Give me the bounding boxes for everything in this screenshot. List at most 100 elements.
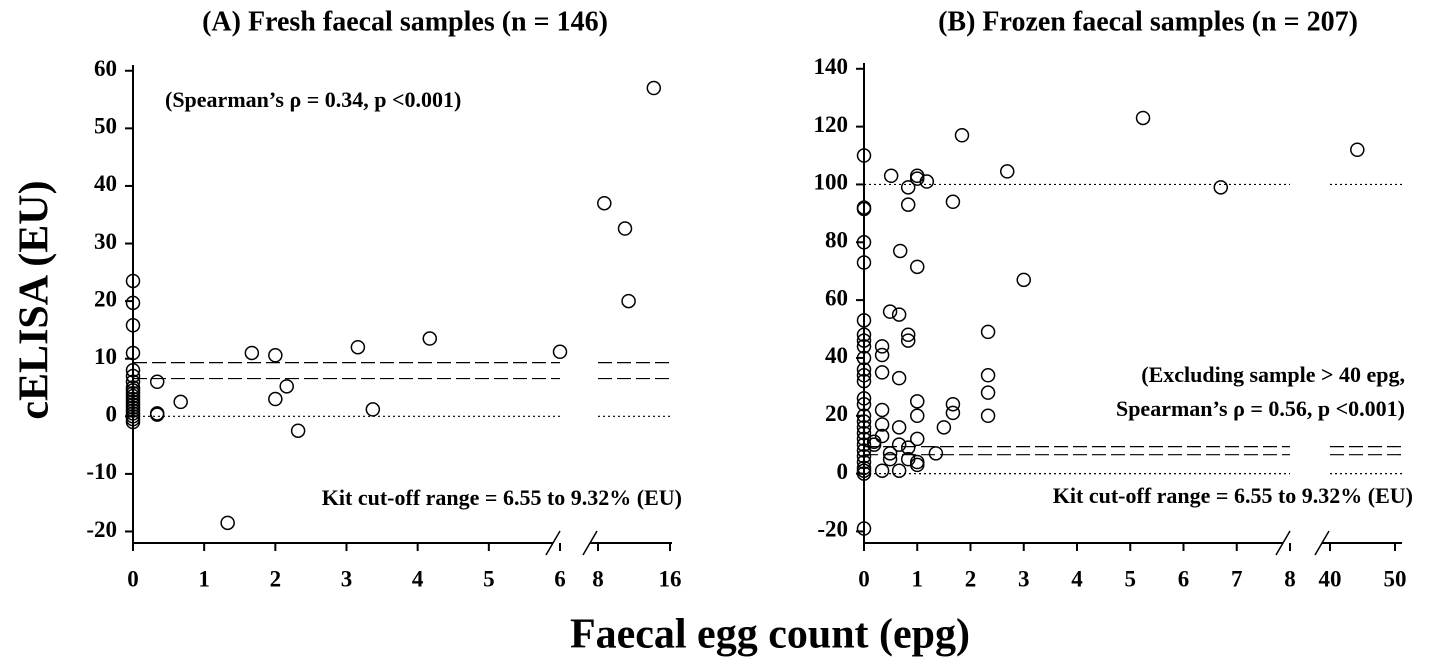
x-tick-label: 3 <box>341 566 353 591</box>
data-point <box>980 408 996 424</box>
data-point <box>856 425 872 441</box>
data-point <box>900 180 916 195</box>
data-point <box>900 327 916 343</box>
data-point <box>910 431 925 447</box>
data-point <box>882 304 898 319</box>
y-tick-label: 80 <box>825 228 848 253</box>
data-point <box>910 394 925 409</box>
data-point <box>883 168 899 184</box>
data-point <box>279 379 294 394</box>
chart-title: (B) Frozen faecal samples (n = 207) <box>938 6 1358 37</box>
y-tick-label: 120 <box>814 112 849 137</box>
data-point <box>1016 272 1031 288</box>
x-tick-label: 8 <box>592 566 604 591</box>
data-point <box>856 235 872 250</box>
annotation: Kit cut-off range = 6.55 to 9.32% (EU) <box>322 485 682 510</box>
y-tick-label: 20 <box>825 401 848 426</box>
data-point <box>125 273 141 289</box>
x-tick-label: 6 <box>554 566 566 591</box>
data-point <box>552 344 568 360</box>
data-point <box>1213 180 1229 195</box>
data-point <box>910 259 925 275</box>
data-point <box>856 414 872 429</box>
data-point <box>856 521 872 536</box>
x-tick-label: 4 <box>412 566 424 591</box>
data-point <box>882 451 898 467</box>
data-point <box>1135 110 1151 126</box>
data-point <box>980 385 996 400</box>
data-point <box>910 454 925 470</box>
data-point <box>856 391 872 406</box>
data-point <box>149 406 165 421</box>
data-point <box>910 457 925 473</box>
data-point <box>856 396 872 412</box>
y-tick-label: 40 <box>94 171 117 196</box>
data-point <box>268 348 283 363</box>
x-axis-label: Faecal egg count (epg) <box>570 612 970 658</box>
data-point <box>149 407 165 422</box>
y-tick-label: 30 <box>94 229 117 254</box>
data-point <box>856 454 872 470</box>
data-point <box>856 408 872 424</box>
data-point <box>919 174 935 189</box>
x-tick-label: 40 <box>1319 566 1342 591</box>
x-tick-label: 5 <box>1125 566 1137 591</box>
data-point <box>856 201 872 217</box>
y-axis-label: cELISA (EU) <box>12 180 58 419</box>
data-point <box>945 405 961 421</box>
data-point <box>646 80 662 96</box>
x-tick-label: 6 <box>1178 566 1190 591</box>
data-point <box>125 368 141 384</box>
x-tick-label: 0 <box>127 566 139 591</box>
data-point <box>856 333 872 348</box>
data-point <box>856 373 872 389</box>
data-point <box>891 463 907 478</box>
data-point <box>125 362 141 378</box>
annotation: (Spearman’s ρ = 0.34, p <0.001) <box>165 87 461 112</box>
data-point <box>945 396 961 412</box>
data-point <box>856 368 872 383</box>
y-tick-label: 0 <box>106 402 118 427</box>
x-tick-label: 4 <box>1071 566 1083 591</box>
data-point <box>125 374 141 389</box>
data-point <box>856 437 872 452</box>
y-tick-label: -20 <box>817 517 848 542</box>
data-point <box>617 221 633 236</box>
data-point <box>900 333 916 348</box>
data-point <box>866 437 882 452</box>
x-tick-label: 5 <box>483 566 495 591</box>
y-tick-label: -10 <box>86 459 117 484</box>
data-point <box>621 293 636 309</box>
data-point <box>936 420 952 435</box>
y-tick-label: 140 <box>814 54 849 79</box>
x-tick-label: 0 <box>858 566 870 591</box>
data-point <box>891 420 907 435</box>
axis-break <box>1275 530 1291 556</box>
data-point <box>856 466 872 481</box>
data-point <box>268 391 283 407</box>
data-point <box>999 164 1015 179</box>
data-point <box>244 345 260 361</box>
data-point <box>891 437 907 452</box>
data-point <box>350 339 366 355</box>
chart-title: (A) Fresh faecal samples (n = 146) <box>202 6 608 37</box>
y-tick-label: 100 <box>814 170 849 195</box>
data-point <box>856 362 872 377</box>
data-point <box>874 339 890 354</box>
data-point <box>173 394 188 410</box>
x-tick-label: 3 <box>1018 566 1030 591</box>
axis-break <box>1314 530 1330 556</box>
data-point <box>856 327 872 343</box>
data-point <box>874 463 890 478</box>
data-point <box>125 318 141 333</box>
data-point <box>125 414 141 430</box>
data-point <box>980 324 996 340</box>
data-point <box>856 313 872 328</box>
data-point <box>125 345 141 361</box>
data-point <box>945 194 961 210</box>
data-point <box>856 255 872 270</box>
data-point <box>290 423 306 438</box>
annotation: (Excluding sample > 40 epg, <box>1141 362 1405 387</box>
data-point <box>422 331 438 346</box>
